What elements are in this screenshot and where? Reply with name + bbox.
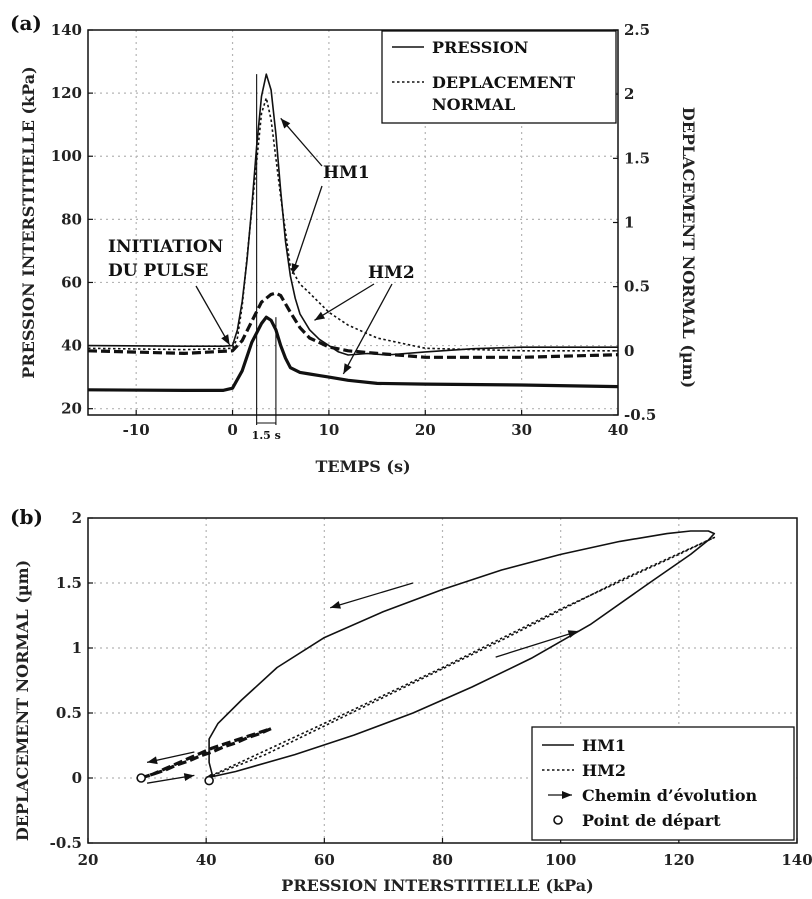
annotation-hm1-arrow-2 — [291, 185, 323, 275]
y-tick-label: 0.5 — [56, 704, 82, 722]
y-tick-label: 40 — [61, 337, 82, 355]
legend-label-3: Point de départ — [582, 811, 721, 830]
x-tick-label: 60 — [314, 851, 335, 869]
annotation-hm2-arrow-1-head — [314, 311, 326, 321]
legend-label-1: HM2 — [582, 761, 626, 780]
x-tick-label: 40 — [608, 421, 629, 439]
x-tick-label: 80 — [432, 851, 453, 869]
legend-label-pression: PRESSION — [432, 38, 528, 57]
start-point-marker — [136, 773, 146, 783]
y-tick-label: 1.5 — [56, 574, 82, 592]
y-axis-label-b: DEPLACEMENT NORMAL (µm) — [13, 560, 32, 841]
y-tick-label: 1 — [72, 639, 82, 657]
y-tick-label: -0.5 — [50, 834, 82, 852]
y2-tick-label: 0 — [624, 342, 634, 360]
y-axis-label-a: PRESSION INTERSTITIELLE (kPa) — [19, 66, 38, 378]
start-point-marker — [204, 775, 214, 786]
x-tick-label: 40 — [196, 851, 217, 869]
legend-b: HM1 HM2 Chemin d’évolution Point de départ — [531, 726, 795, 841]
x-axis-label-a: TEMPS (s) — [315, 457, 410, 476]
annotation-hm1: HM1 — [323, 163, 370, 183]
legend-swatch-start — [553, 815, 563, 825]
annotation-hm1-arrow-2-head — [291, 263, 300, 274]
evolution-arrow-hm2-back-head — [147, 756, 158, 765]
x-axis-label-b: PRESSION INTERSTITIELLE (kPa) — [281, 876, 593, 895]
y-tick-label: 80 — [61, 210, 82, 228]
y2-tick-label: 1 — [624, 214, 634, 232]
legend-label-deplacement: DEPLACEMENT NORMAL — [432, 73, 575, 114]
legend-swatch-arrow-head — [562, 791, 572, 799]
legend-label-2: Chemin d’évolution — [582, 786, 758, 805]
series-line-b-hm1-0 — [205, 530, 716, 779]
x-tick-label: 20 — [78, 851, 99, 869]
y-tick-label: 60 — [61, 273, 82, 291]
legend-a: PRESSION DEPLACEMENT NORMAL — [381, 30, 617, 124]
x-tick-label: 120 — [663, 851, 694, 869]
y-tick-label: 100 — [51, 147, 82, 165]
annotation-initiation: INITIATION DU PULSE — [108, 237, 223, 281]
annotations-a: HM1 HM2 INITIATION DU PULSE 1.5 s — [108, 74, 415, 442]
evolution-arrow-upper-head — [330, 601, 341, 609]
y2-tick-label: -0.5 — [624, 406, 656, 424]
series-line-a-hm1-0 — [87, 73, 618, 356]
y2-tick-label: 0.5 — [624, 278, 650, 296]
y-tick-label: 140 — [51, 21, 82, 39]
evolution-arrow-lower — [495, 630, 579, 658]
y-tick-label: 20 — [61, 400, 82, 418]
y2-tick-label: 2 — [624, 85, 634, 103]
x-tick-label: 10 — [318, 421, 339, 439]
evolution-arrow-hm2-forward-head — [183, 773, 195, 781]
chart-a: (a) -10 0 10 20 30 40 20 40 60 80 100 120 140 -0.5 0 0.5… — [10, 11, 698, 476]
annotation-hm2-arrow-2-head — [343, 363, 352, 374]
x-tick-label: 0 — [227, 421, 237, 439]
annotation-initiation-line: DU PULSE — [108, 261, 208, 281]
legend-label-0: HM1 — [582, 736, 626, 755]
series-line-a-hm2-3 — [87, 291, 619, 359]
legend-label-line: NORMAL — [432, 95, 515, 114]
legend-box-b — [531, 726, 795, 841]
y2-axis-label-a: DEPLACEMENT NORMAL (µm) — [679, 107, 698, 388]
x-tick-label: -10 — [123, 421, 150, 439]
y-tick-label: 120 — [51, 84, 82, 102]
x-tick-label: 140 — [781, 851, 812, 869]
annotation-hm1-arrow-1-head — [280, 118, 291, 129]
y-tick-label: 0 — [72, 769, 82, 787]
y2-tick-label: 1.5 — [624, 149, 650, 167]
annotation-duration: 1.5 s — [252, 429, 281, 442]
annotation-initiation-line: INITIATION — [108, 237, 223, 257]
y-tick-label: 2 — [72, 509, 82, 527]
series-line-b-hm2-1 — [205, 536, 716, 779]
annotation-hm2-arrow-1 — [314, 283, 375, 321]
x-tick-label: 30 — [511, 421, 532, 439]
annotation-initiation-arrow-head — [221, 334, 230, 345]
y2-tick-label: 2.5 — [624, 21, 650, 39]
x-tick-label: 20 — [415, 421, 436, 439]
series-line-a-hm1-1 — [87, 97, 618, 352]
x-tick-label: 100 — [545, 851, 576, 869]
annotation-hm1-arrow-1 — [280, 117, 323, 167]
series-line-b-hm2-2 — [140, 727, 273, 780]
panel-label-a: (a) — [10, 11, 42, 35]
evolution-arrow-lower-head — [567, 630, 579, 638]
evolution-arrows — [146, 582, 579, 784]
panel-label-b: (b) — [10, 505, 43, 529]
legend-label-line: DEPLACEMENT — [432, 73, 575, 92]
annotation-initiation-arrow — [195, 285, 231, 346]
annotation-hm2-arrow-2 — [342, 283, 393, 375]
series-line-a-hm2-2 — [87, 315, 619, 392]
annotation-hm2: HM2 — [368, 263, 415, 283]
chart-b: (b) 20 40 60 80 100 120 140 -0.5 0 0.5 1 1.5 2 PRESSIO… — [10, 505, 812, 895]
evolution-arrow-upper — [330, 582, 414, 609]
